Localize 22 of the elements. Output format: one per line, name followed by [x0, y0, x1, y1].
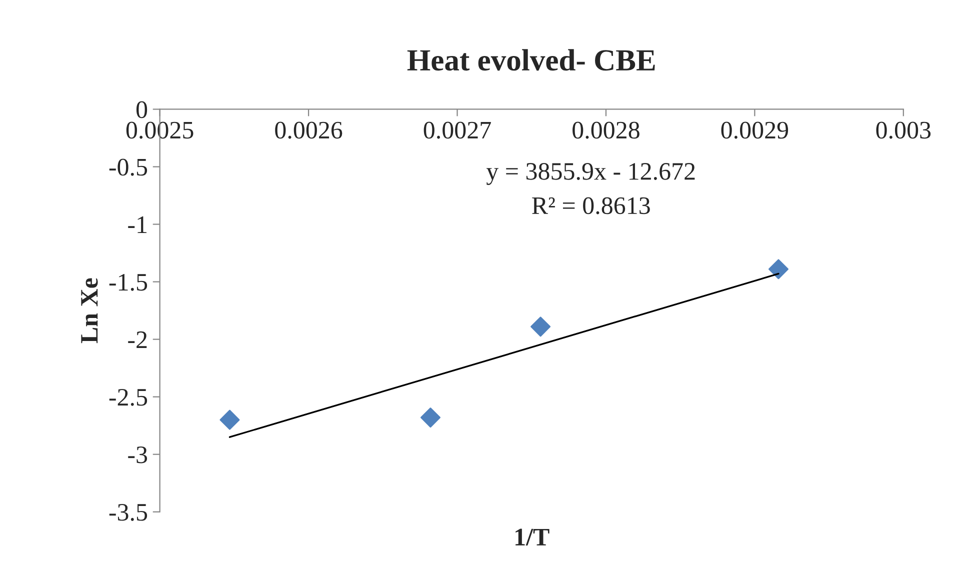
- point: [420, 408, 440, 428]
- y-axis-title: Ln Xe: [81, 278, 98, 344]
- point: [768, 259, 788, 280]
- y-tick-label: -3.5: [109, 504, 148, 521]
- x-axis-title: 1/T: [516, 528, 550, 546]
- x-tick-label: 0.0028: [572, 122, 640, 139]
- x-tick-label: 0.0029: [721, 122, 788, 139]
- annotation: R² = 0.8613: [532, 197, 650, 214]
- x-tick-label: 0.0026: [275, 122, 342, 139]
- point: [220, 410, 240, 430]
- y-tick-label: -0.5: [109, 158, 148, 176]
- y-tick-label: -2: [128, 331, 147, 348]
- y-tick-label: -3: [128, 446, 148, 464]
- point: [530, 316, 551, 337]
- x-tick-label: 0.0027: [424, 122, 491, 139]
- y-tick-label: 0: [136, 101, 148, 118]
- x-tick-label: 0.003: [876, 122, 931, 139]
- annotation: y = 3855.9x - 12.672: [486, 162, 695, 185]
- y-tick-label: -2.5: [109, 388, 148, 406]
- chart-title: Heat evolved- CBE: [407, 49, 655, 71]
- y-tick-label: -1.5: [109, 274, 148, 291]
- y-tick-label: -1: [128, 216, 147, 233]
